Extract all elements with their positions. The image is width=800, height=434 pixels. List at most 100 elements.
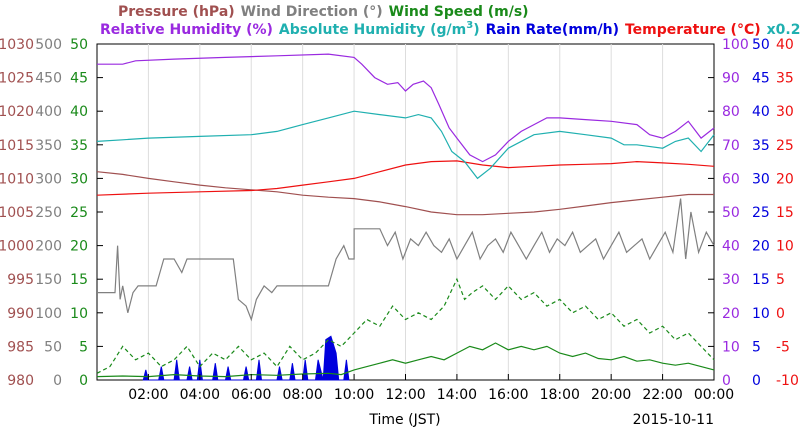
x-tick-label: 12:00 bbox=[385, 387, 425, 403]
x-tick-label: 02:00 bbox=[128, 387, 168, 403]
wind_direction-tick-label: 400 bbox=[35, 104, 62, 120]
legend-row-2: Relative Humidity (%) Absolute Humidity (… bbox=[100, 20, 800, 38]
pressure-tick-label: 985 bbox=[7, 339, 34, 355]
wind_direction-tick-label: 300 bbox=[35, 171, 62, 187]
x-tick-label: 20:00 bbox=[591, 387, 631, 403]
legend-entry-close: ) bbox=[473, 22, 479, 38]
humidity-tick-label: 0 bbox=[722, 373, 731, 389]
rain_rate-tick-label: 45 bbox=[752, 71, 770, 87]
pressure-tick-label: 1010 bbox=[0, 171, 34, 187]
humidity-tick-label: 70 bbox=[722, 138, 740, 154]
series-layer bbox=[96, 53, 715, 381]
pressure-tick-label: 1005 bbox=[0, 205, 34, 221]
temperature-tick-label: 0 bbox=[776, 306, 785, 322]
wind_direction-tick-label: 250 bbox=[35, 205, 62, 221]
legend-row-1: Pressure (hPa) Wind Direction (°) Wind Spe… bbox=[118, 4, 529, 20]
series-rain-rate bbox=[142, 335, 350, 381]
temperature-tick-label: 25 bbox=[776, 138, 794, 154]
temperature-tick-label: 10 bbox=[776, 239, 794, 255]
wind_direction-tick-label: 200 bbox=[35, 239, 62, 255]
legend-entry: Wind Speed (m/s) bbox=[389, 4, 529, 20]
wind_speed-tick-label: 10 bbox=[70, 306, 88, 322]
wind_speed-tick-label: 50 bbox=[70, 37, 88, 53]
legend-superscript: 3 bbox=[466, 20, 473, 31]
wind_direction-tick-label: 100 bbox=[35, 306, 62, 322]
x-tick-label: 06:00 bbox=[231, 387, 271, 403]
series-wind-speed bbox=[96, 342, 715, 378]
x-tick-label: 00:00 bbox=[694, 387, 734, 403]
rain_rate-tick-label: 35 bbox=[752, 138, 770, 154]
humidity-tick-label: 90 bbox=[722, 71, 740, 87]
grid bbox=[147, 44, 664, 380]
wind_speed-tick-label: 5 bbox=[79, 339, 88, 355]
wind_speed-tick-label: 15 bbox=[70, 272, 88, 288]
rain_rate-tick-label: 30 bbox=[752, 171, 770, 187]
legend-entry: Relative Humidity (%) bbox=[100, 22, 273, 38]
pressure-tick-label: 1020 bbox=[0, 104, 34, 120]
wind_direction-tick-label: 150 bbox=[35, 272, 62, 288]
x-tick-label: 10:00 bbox=[334, 387, 374, 403]
pressure-tick-label: 1015 bbox=[0, 138, 34, 154]
pressure-tick-label: 1000 bbox=[0, 239, 34, 255]
legend: Pressure (hPa) Wind Direction (°) Wind Spe… bbox=[100, 4, 800, 38]
temperature-tick-label: 40 bbox=[776, 37, 794, 53]
legend-entry: x0.2 bbox=[767, 22, 800, 38]
wind_direction-tick-label: 0 bbox=[53, 373, 62, 389]
series-absolute-humidity bbox=[96, 110, 715, 180]
rain_rate-tick-label: 50 bbox=[752, 37, 770, 53]
temperature-tick-label: -10 bbox=[776, 373, 799, 389]
humidity-tick-label: 40 bbox=[722, 239, 740, 255]
rain_rate-tick-label: 15 bbox=[752, 272, 770, 288]
wind_speed-tick-label: 25 bbox=[70, 205, 88, 221]
x-tick-label: 16:00 bbox=[488, 387, 528, 403]
pressure-tick-label: 995 bbox=[7, 272, 34, 288]
rain_rate-tick-label: 5 bbox=[752, 339, 761, 355]
temperature-tick-label: -5 bbox=[776, 339, 790, 355]
wind_speed-tick-label: 0 bbox=[79, 373, 88, 389]
wind_speed-tick-label: 30 bbox=[70, 171, 88, 187]
pressure-tick-label: 1025 bbox=[0, 71, 34, 87]
series-wind-direction bbox=[97, 198, 715, 322]
rain_rate-tick-label: 10 bbox=[752, 306, 770, 322]
pressure-tick-label: 980 bbox=[7, 373, 34, 389]
humidity-tick-label: 60 bbox=[722, 171, 740, 187]
temperature-tick-label: 5 bbox=[776, 272, 785, 288]
wind_direction-tick-label: 50 bbox=[44, 339, 62, 355]
x-axis: 02:00 04:00 06:00 08:00 10:00 12:00 14:00 16:00… bbox=[128, 374, 734, 403]
wind_speed-tick-label: 45 bbox=[70, 71, 88, 87]
legend-entry: Temperature (°C) bbox=[625, 22, 761, 38]
wind_speed-tick-label: 40 bbox=[70, 104, 88, 120]
humidity-tick-label: 10 bbox=[722, 339, 740, 355]
series-wind-speed-gust bbox=[96, 277, 715, 374]
rain_rate-tick-label: 20 bbox=[752, 239, 770, 255]
wind_direction-tick-label: 450 bbox=[35, 71, 62, 87]
legend-entry: Rain Rate(mm/h) bbox=[486, 22, 619, 38]
wind_speed-tick-label: 35 bbox=[70, 138, 88, 154]
series-temperature bbox=[96, 160, 715, 196]
humidity-tick-label: 80 bbox=[722, 104, 740, 120]
pressure-tick-label: 990 bbox=[7, 306, 34, 322]
x-tick-label: 04:00 bbox=[180, 387, 220, 403]
x-tick-label: 22:00 bbox=[642, 387, 682, 403]
humidity-tick-label: 100 bbox=[722, 37, 749, 53]
temperature-tick-label: 15 bbox=[776, 205, 794, 221]
legend-entry: Pressure (hPa) bbox=[118, 4, 235, 20]
rain_rate-tick-label: 40 bbox=[752, 104, 770, 120]
humidity-tick-label: 50 bbox=[722, 205, 740, 221]
rain_rate-tick-label: 25 bbox=[752, 205, 770, 221]
date-label: 2015-10-11 bbox=[633, 412, 714, 428]
wind_direction-tick-label: 350 bbox=[35, 138, 62, 154]
temperature-tick-label: 35 bbox=[776, 71, 794, 87]
x-axis-label: Time (JST) bbox=[368, 412, 440, 428]
temperature-tick-label: 30 bbox=[776, 104, 794, 120]
x-tick-label: 14:00 bbox=[437, 387, 477, 403]
series-relative-humidity bbox=[97, 53, 715, 163]
x-tick-label: 08:00 bbox=[282, 387, 322, 403]
wind_direction-tick-label: 500 bbox=[35, 37, 62, 53]
legend-entry: Wind Direction (°) bbox=[241, 4, 383, 20]
rain_rate-tick-label: 0 bbox=[752, 373, 761, 389]
axes: 9809859909951000100510101015102010251030… bbox=[0, 37, 799, 389]
humidity-tick-label: 20 bbox=[722, 306, 740, 322]
pressure-tick-label: 1030 bbox=[0, 37, 34, 53]
